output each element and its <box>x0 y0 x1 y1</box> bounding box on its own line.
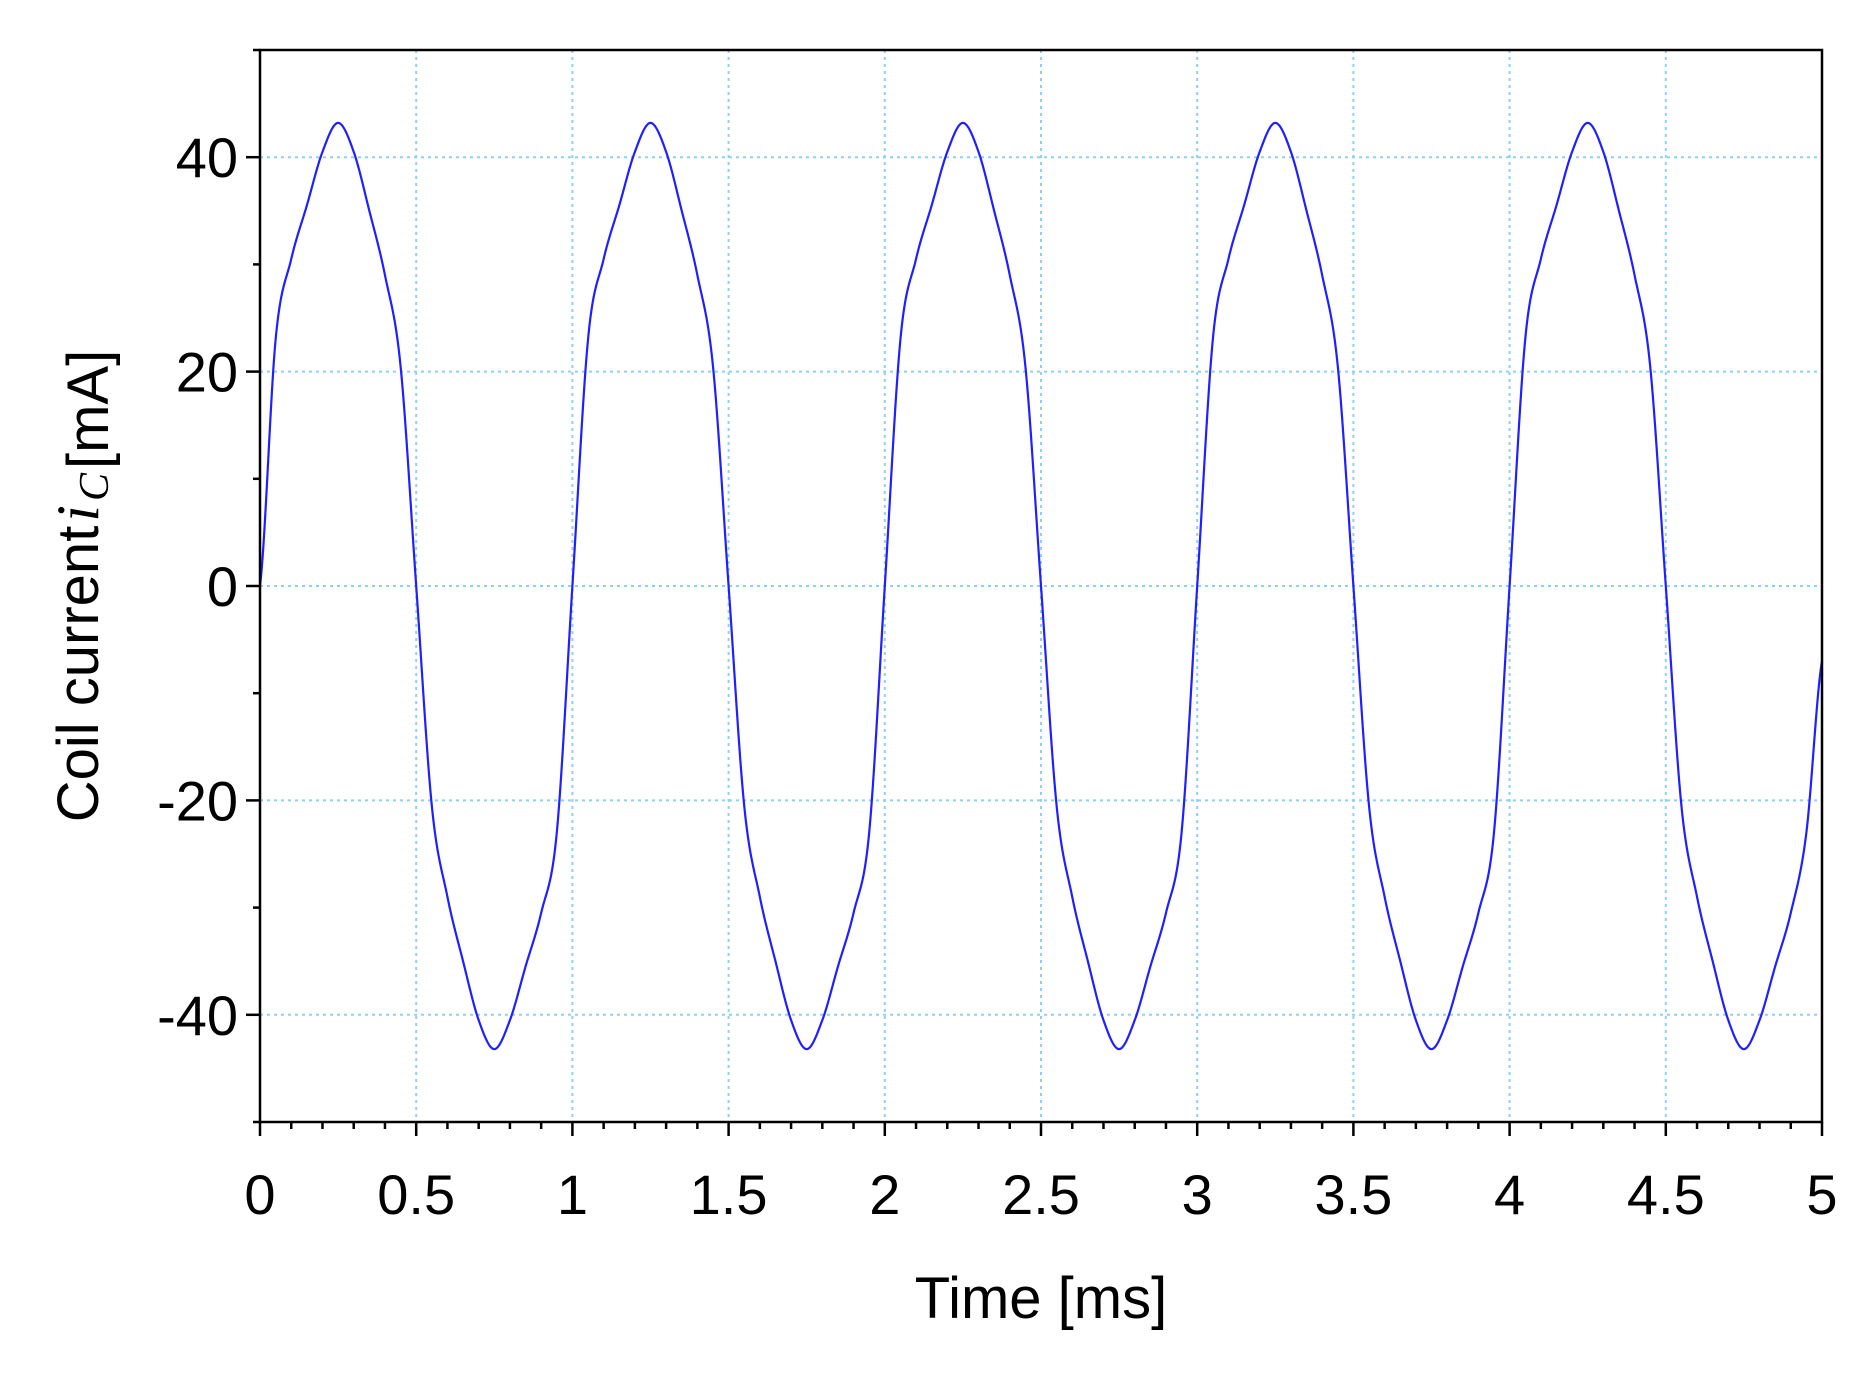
x-tick-label: 4 <box>1494 1163 1525 1226</box>
y-axis-title-unit: [mA] <box>56 350 121 469</box>
x-tick-label: 1 <box>557 1163 588 1226</box>
x-tick-label: 2 <box>869 1163 900 1226</box>
x-tick-label: 1.5 <box>690 1163 768 1226</box>
x-tick-label: 3 <box>1182 1163 1213 1226</box>
y-tick-label: 20 <box>176 341 238 404</box>
y-tick-labels: 40 20 0 -20 -40 <box>157 126 238 1047</box>
x-tick-labels: 0 0.5 1 1.5 2 2.5 3 3.5 4 4.5 5 <box>244 1163 1837 1226</box>
x-tick-label: 4.5 <box>1627 1163 1705 1226</box>
y-tick-label: -20 <box>157 769 238 832</box>
y-axis-title-prefix: Coil current <box>46 526 111 823</box>
x-axis-title: Time [ms] <box>915 1266 1167 1331</box>
y-tick-label: -40 <box>157 984 238 1047</box>
x-tick-label: 0 <box>244 1163 275 1226</box>
y-tick-label: 40 <box>176 126 238 189</box>
major-ticks <box>246 155 1824 1136</box>
x-tick-label: 0.5 <box>377 1163 455 1226</box>
y-tick-label: 0 <box>207 555 238 618</box>
x-tick-label: 2.5 <box>1002 1163 1080 1226</box>
y-axis-title: Coil current i C [mA] <box>45 350 121 822</box>
coil-current-series-line <box>258 121 1824 1051</box>
x-tick-label: 3.5 <box>1314 1163 1392 1226</box>
y-axis-title-subscript: C <box>72 472 118 501</box>
minor-ticks <box>253 48 1793 1129</box>
y-axis-title-symbol: i <box>45 505 111 522</box>
plot-frame <box>258 48 1824 1124</box>
x-tick-label: 5 <box>1806 1163 1837 1226</box>
grid-lines <box>260 50 1822 1122</box>
